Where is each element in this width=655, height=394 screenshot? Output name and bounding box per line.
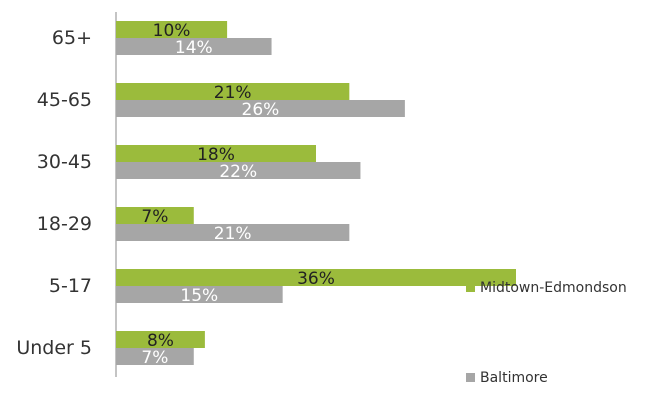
data-label: 7% bbox=[141, 348, 168, 368]
bar-midtown-edmondson bbox=[116, 21, 228, 38]
data-label: 15% bbox=[180, 286, 218, 306]
category-label: 18-29 bbox=[37, 213, 92, 235]
bar-baltimore bbox=[116, 100, 405, 117]
bar-midtown-edmondson bbox=[116, 269, 516, 286]
data-label: 22% bbox=[219, 162, 257, 182]
data-label: 26% bbox=[242, 100, 280, 120]
legend-swatch bbox=[466, 283, 475, 292]
bar-baltimore bbox=[116, 348, 194, 365]
data-label: 8% bbox=[147, 331, 174, 351]
data-label: 21% bbox=[214, 224, 252, 244]
data-label: 18% bbox=[197, 145, 235, 165]
bar-midtown-edmondson bbox=[116, 207, 194, 224]
category-label: 45-65 bbox=[37, 89, 92, 111]
category-label: Under 5 bbox=[16, 337, 92, 359]
bar-baltimore bbox=[116, 224, 350, 241]
legend-label: Baltimore bbox=[480, 370, 548, 386]
bar-midtown-edmondson bbox=[116, 331, 205, 348]
category-label: 5-17 bbox=[49, 275, 92, 297]
bar-baltimore bbox=[116, 162, 361, 179]
category-label: 30-45 bbox=[37, 151, 92, 173]
bar-midtown-edmondson bbox=[116, 83, 350, 100]
bar-midtown-edmondson bbox=[116, 145, 316, 162]
data-label: 36% bbox=[297, 269, 335, 289]
category-label: 65+ bbox=[52, 27, 92, 49]
legend-label: Midtown-Edmondson bbox=[480, 280, 627, 296]
data-label: 21% bbox=[214, 83, 252, 103]
data-label: 14% bbox=[175, 38, 213, 58]
data-label: 7% bbox=[141, 207, 168, 227]
bar-baltimore bbox=[116, 38, 272, 55]
data-label: 10% bbox=[153, 21, 191, 41]
legend-swatch bbox=[466, 373, 475, 382]
bar-baltimore bbox=[116, 286, 283, 303]
